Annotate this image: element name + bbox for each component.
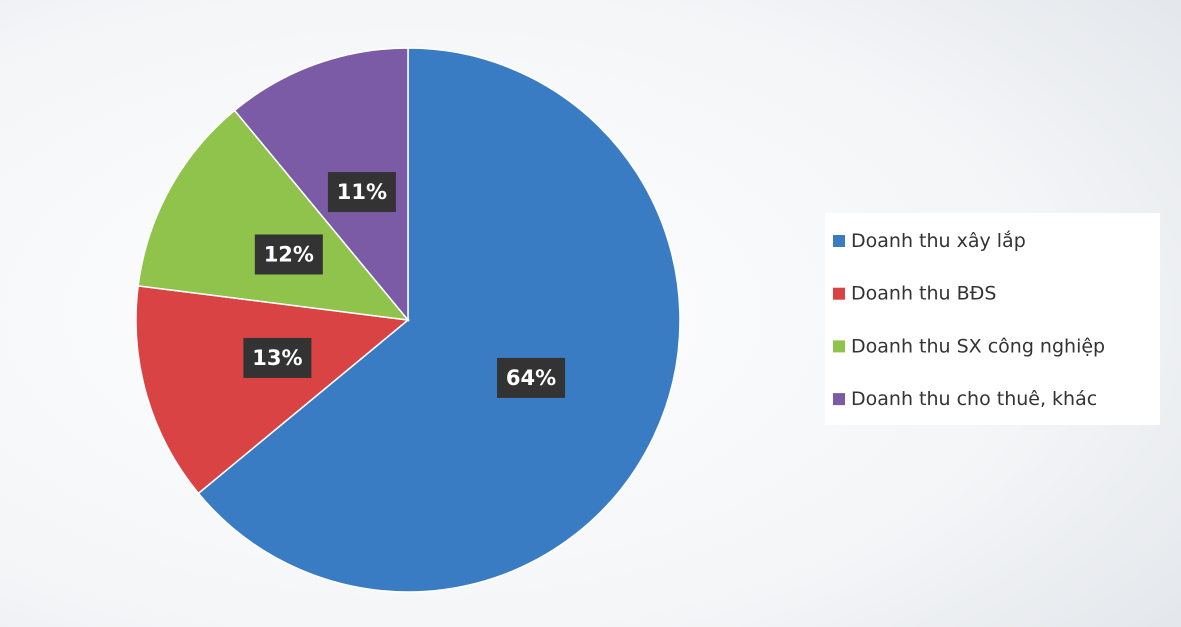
pie xyxy=(135,47,681,593)
value-labels: 64% 13% 12% 11% xyxy=(243,172,566,398)
value-label: 12% xyxy=(264,242,314,266)
pie-slice xyxy=(197,47,681,593)
pie-slice xyxy=(233,47,409,323)
legend-swatch xyxy=(833,235,845,247)
value-label: 64% xyxy=(506,366,556,390)
legend-label: Doanh thu BĐS xyxy=(851,283,996,305)
pie-slice xyxy=(135,285,410,495)
value-label: 13% xyxy=(252,346,302,370)
value-label-box xyxy=(497,357,566,398)
legend-label: Doanh thu xây lắp xyxy=(851,229,1026,252)
value-label-box xyxy=(327,172,396,213)
value-label-box xyxy=(243,337,312,378)
legend-label: Doanh thu SX công nghiệp xyxy=(851,335,1105,357)
legend-swatch xyxy=(833,287,845,300)
legend-label: Doanh thu cho thuê, khác xyxy=(851,388,1097,410)
legend-swatch xyxy=(833,393,845,406)
legend-swatch xyxy=(833,340,845,353)
legend-box xyxy=(825,213,1160,425)
legend: Doanh thu xây lắp Doanh thu BĐS Doanh thu … xyxy=(833,229,1105,410)
pie-slice xyxy=(137,109,410,321)
value-label: 11% xyxy=(337,180,387,204)
value-label-box xyxy=(254,234,323,275)
